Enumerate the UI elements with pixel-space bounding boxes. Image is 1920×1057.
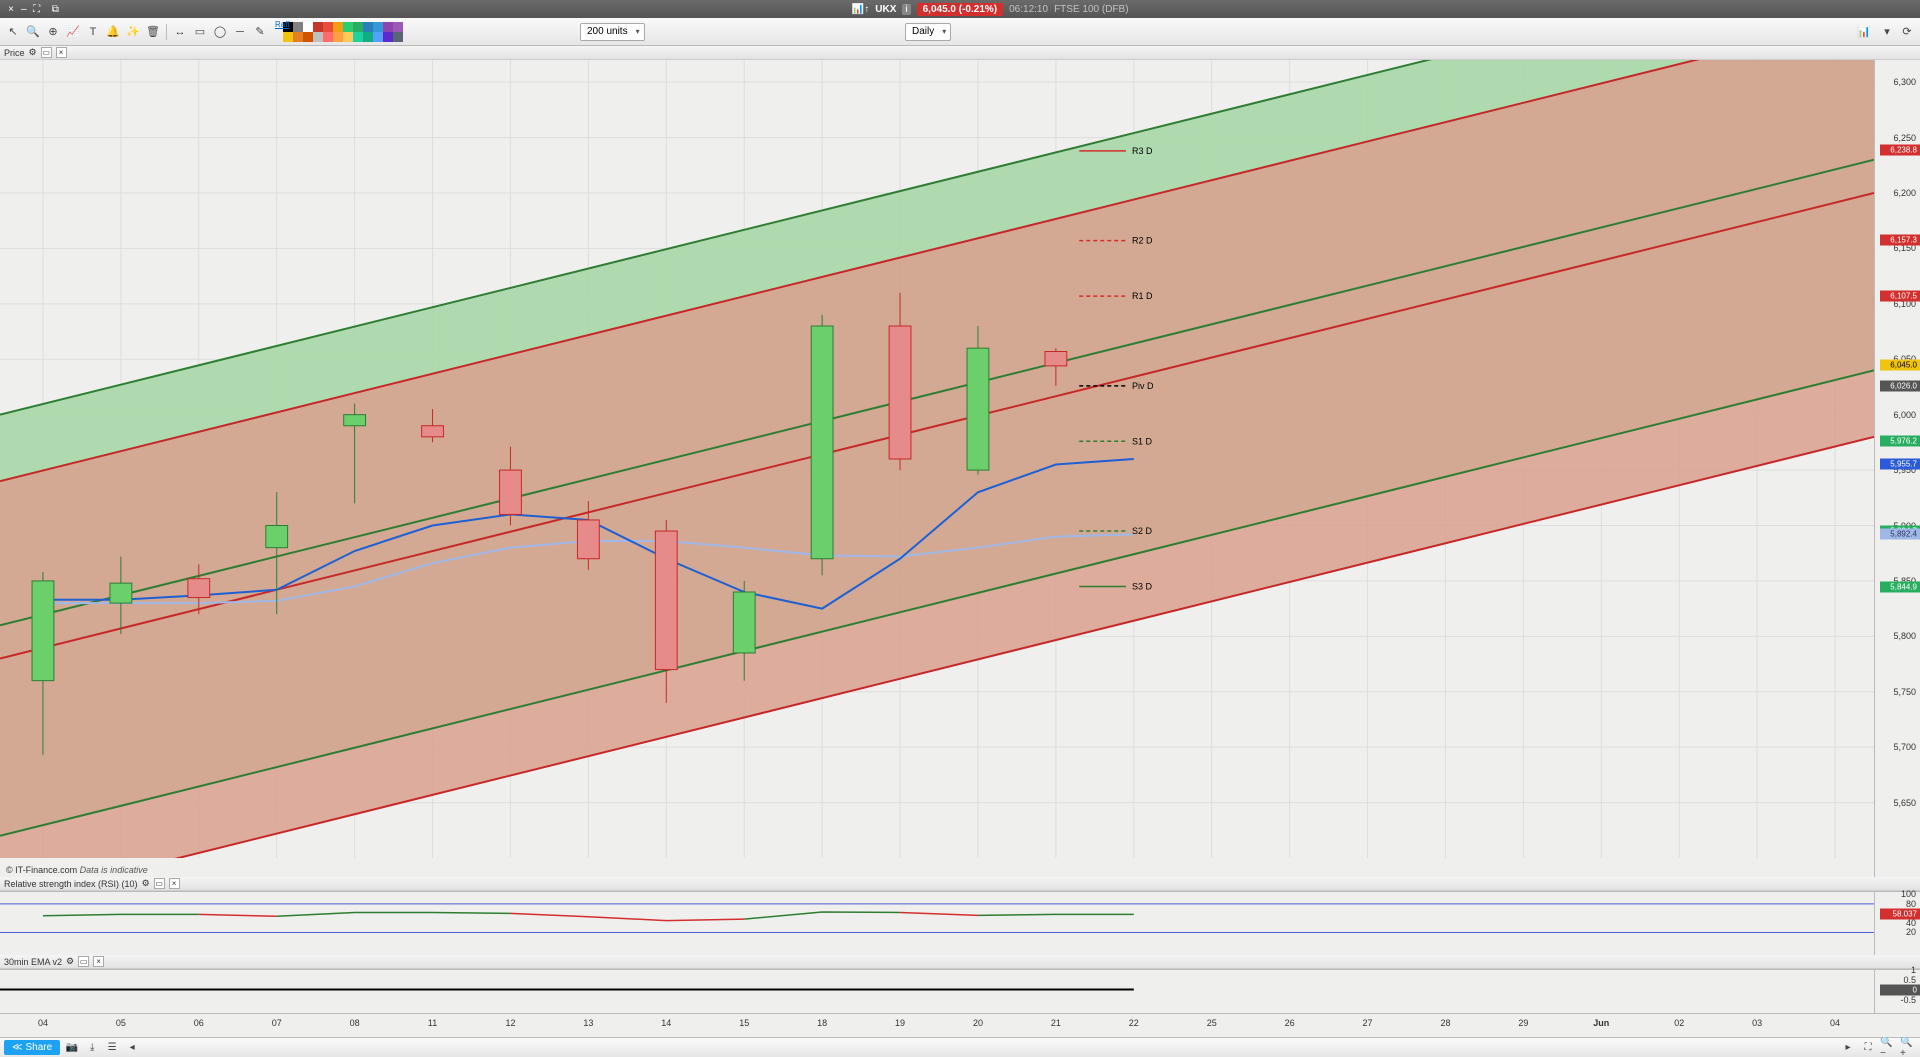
svg-text:Piv D: Piv D (1132, 381, 1154, 391)
svg-text:R2 D: R2 D (1132, 236, 1153, 246)
panel-close-icon[interactable]: × (56, 47, 67, 58)
price-chart[interactable]: R3 D R2 D R1 D Piv D S1 D S2 D S3 D (0, 60, 1874, 858)
scroll-right-icon[interactable]: ▸ (1840, 1040, 1856, 1056)
svg-text:R3 D: R3 D (1132, 146, 1153, 156)
detach-icon[interactable]: ⧉ (50, 4, 60, 15)
close-icon[interactable]: × (6, 4, 16, 15)
timeframe-select[interactable]: Daily (905, 23, 951, 41)
info-icon[interactable]: i (902, 4, 910, 15)
indicators-icon[interactable]: 📊 (1852, 23, 1876, 41)
pencil-tool-icon[interactable]: ✎ (251, 23, 269, 41)
panel-max-icon[interactable]: ▭ (78, 956, 89, 967)
crosshair-tool-icon[interactable]: ⊕ (44, 23, 62, 41)
panel-max-icon[interactable]: ▭ (154, 878, 165, 889)
arrow-left-icon[interactable]: ↔ (171, 23, 189, 41)
time-label: 06:12:10 (1009, 4, 1048, 15)
symbol-icon: 📊↑ (852, 4, 869, 15)
svg-text:S1 D: S1 D (1132, 436, 1153, 446)
price-badge: 6,045.0 (-0.21%) (917, 3, 1004, 16)
alert-tool-icon[interactable]: 🔔 (104, 23, 122, 41)
ema-panel-header: 30min EMA v2 ⚙ ▭ × (0, 955, 1920, 969)
ema-chart[interactable] (0, 970, 1874, 1000)
fit-icon[interactable]: ⛶ (1860, 1040, 1876, 1056)
rsi-chart[interactable] (0, 892, 1874, 942)
segment-tool-icon[interactable]: ─ (231, 23, 249, 41)
rsi-y-axis: 20408010058.037 (1874, 892, 1920, 955)
export-icon[interactable]: ⤓ (84, 1040, 100, 1056)
rect-tool-icon[interactable]: ▭ (191, 23, 209, 41)
settings-icon[interactable]: ⚙ (29, 47, 37, 58)
refresh-icon[interactable]: ⟳ (1898, 23, 1916, 41)
scroll-left-icon[interactable]: ◂ (124, 1040, 140, 1056)
svg-text:S3 D: S3 D (1132, 581, 1153, 591)
magic-tool-icon[interactable]: ✨ (124, 23, 142, 41)
zoom-out-icon[interactable]: 🔍− (1880, 1040, 1896, 1056)
raff-link[interactable]: Raff (275, 20, 290, 29)
svg-text:R1 D: R1 D (1132, 291, 1153, 301)
instrument-name: FTSE 100 (DFB) (1054, 4, 1128, 15)
minimize-icon[interactable]: – (19, 4, 29, 15)
panel-close-icon[interactable]: × (93, 956, 104, 967)
color-palette[interactable] (283, 22, 403, 42)
maximize-icon[interactable]: ⛶ (32, 4, 42, 15)
zoom-tool-icon[interactable]: 🔍 (24, 23, 42, 41)
ema-y-axis: 10.50-0.50 (1874, 970, 1920, 1013)
zoom-in-icon[interactable]: 🔍+ (1900, 1040, 1916, 1056)
panel-max-icon[interactable]: ▭ (41, 47, 52, 58)
price-panel-title: Price (4, 48, 25, 58)
settings-icon[interactable]: ⚙ (66, 956, 74, 967)
window-titlebar: × – ⛶ ⧉ 📊↑ UKX i 6,045.0 (-0.21%) 06:12:… (0, 0, 1920, 18)
window-controls: × – ⛶ ⧉ (6, 4, 60, 15)
svg-text:S2 D: S2 D (1132, 526, 1153, 536)
units-select[interactable]: 200 units (580, 23, 645, 41)
delete-tool-icon[interactable]: 🗑 (144, 23, 162, 41)
ellipse-tool-icon[interactable]: ◯ (211, 23, 229, 41)
main-toolbar: ↖ 🔍 ⊕ 📈 T 🔔 ✨ 🗑 ↔ ▭ ◯ ─ ✎ Raff 200 units… (0, 18, 1920, 46)
camera-icon[interactable]: 📷 (64, 1040, 80, 1056)
settings-icon[interactable]: ⚙ (142, 878, 150, 889)
rsi-panel-title: Relative strength index (RSI) (10) (4, 879, 138, 889)
rsi-panel-header: Relative strength index (RSI) (10) ⚙ ▭ × (0, 877, 1920, 891)
ema-panel-title: 30min EMA v2 (4, 957, 62, 967)
time-x-axis: 0405060708111213141518192021222526272829… (0, 1013, 1920, 1037)
text-tool-icon[interactable]: T (84, 23, 102, 41)
symbol-label: UKX (875, 4, 896, 15)
footer-toolbar: ≪ Share 📷 ⤓ ☰ ◂ ▸ ⛶ 🔍− 🔍+ (0, 1037, 1920, 1057)
panel-close-icon[interactable]: × (169, 878, 180, 889)
copyright-label: © IT-Finance.com Data is indicative (6, 865, 148, 875)
cursor-tool-icon[interactable]: ↖ (4, 23, 22, 41)
indicators-dropdown-icon[interactable]: ▾ (1878, 23, 1896, 41)
price-y-axis: 5,6505,7005,7505,8005,8505,9005,9506,000… (1874, 60, 1920, 877)
price-panel-header: Price ⚙ ▭ × (0, 46, 1920, 60)
draw-line-icon[interactable]: 📈 (64, 23, 82, 41)
list-icon[interactable]: ☰ (104, 1040, 120, 1056)
share-button[interactable]: ≪ Share (4, 1040, 60, 1055)
